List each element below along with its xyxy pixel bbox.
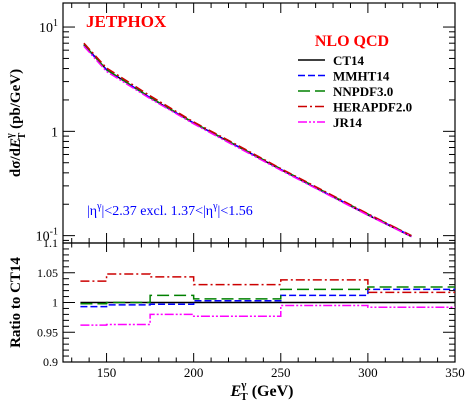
main-y-tick-label: 10-1 xyxy=(36,227,58,245)
ratio-series-jr14 xyxy=(80,304,455,326)
legend-entry: NNPDF3.0 xyxy=(298,84,393,99)
ratio-x-tick-label: 350 xyxy=(445,365,465,380)
legend-entry: CT14 xyxy=(298,53,365,68)
legend-entry: JR14 xyxy=(298,115,362,130)
ratio-x-tick-label: 300 xyxy=(358,365,378,380)
main-y-axis-label: dσ/dEγT (pb/GeV) xyxy=(5,69,28,177)
ratio-y-tick-label: 1 xyxy=(52,296,58,310)
legend-label: HERAPDF2.0 xyxy=(333,100,412,115)
legend-label: MMHT14 xyxy=(333,69,390,84)
tick-base: 10 xyxy=(39,21,53,36)
legend-entry: HERAPDF2.0 xyxy=(298,100,412,115)
main-y-tick-label: 1 xyxy=(51,125,58,140)
ratio-series-herapdf2-0 xyxy=(80,273,455,294)
legend-entry: MMHT14 xyxy=(298,69,390,84)
generator-label: JETPHOX xyxy=(86,12,167,31)
ratio-y-axis-label: Ratio to CT14 xyxy=(8,257,24,348)
x-axis-label: Eγ T (GeV) xyxy=(230,379,294,403)
ratio-panel: 0.9 0.95 1 1.05 1.1 150 200 250 300 350 xyxy=(37,236,465,380)
legend-title: NLO QCD xyxy=(315,33,389,50)
legend-label: CT14 xyxy=(333,53,365,68)
ratio-y-tick-label: 0.9 xyxy=(43,355,58,369)
main-series-nnpdf3-0 xyxy=(83,44,412,237)
tick-exponent: -1 xyxy=(50,227,58,238)
eta-annotation: |ηγ|<2.37 excl. 1.37<|ηγ|<1.56 xyxy=(87,201,253,219)
ratio-x-tick-label: 150 xyxy=(97,365,117,380)
ratio-x-tick-label: 200 xyxy=(184,365,204,380)
main-series-jr14 xyxy=(83,45,412,238)
ratio-y-tick-label: 0.95 xyxy=(37,325,58,339)
tick-exponent: 1 xyxy=(53,18,58,29)
ratio-x-tick-label: 250 xyxy=(271,365,291,380)
tick-base: 10 xyxy=(36,230,50,245)
legend-label: JR14 xyxy=(333,115,362,130)
ratio-y-tick-label: 1.05 xyxy=(37,266,58,280)
tick-value: 1 xyxy=(51,125,58,140)
axis-labels: dσ/dEγT (pb/GeV) Ratio to CT14 Eγ T (GeV) xyxy=(5,69,293,403)
main-y-tick-label: 101 xyxy=(39,18,58,36)
legend-label: NNPDF3.0 xyxy=(333,84,393,99)
ratio-y-tick-label: 1.1 xyxy=(43,236,58,250)
